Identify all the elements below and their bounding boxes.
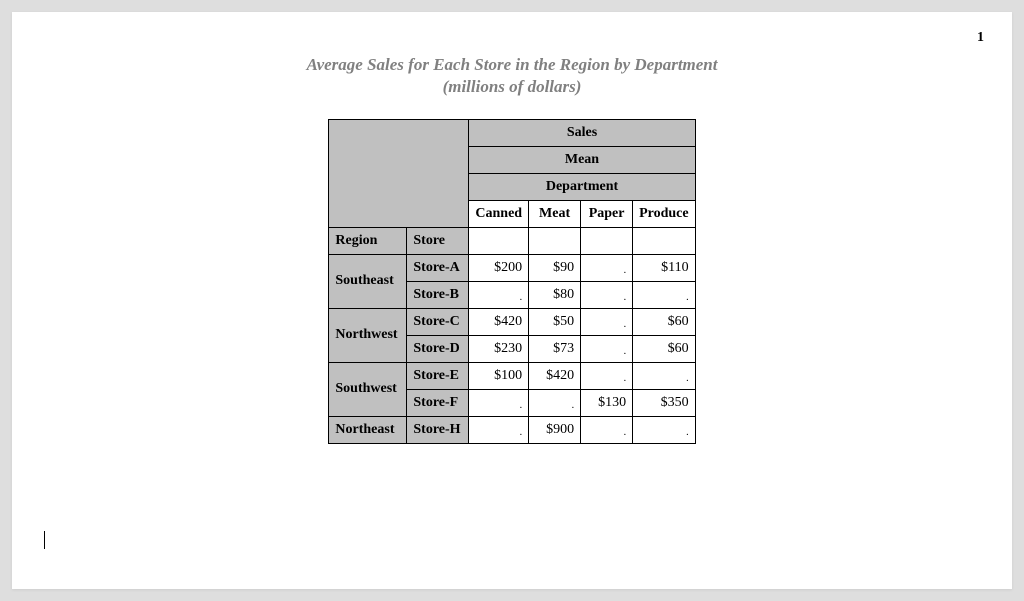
sales-table: SalesMeanDepartmentCannedMeatPaperProduc… [328, 119, 695, 444]
store-cell: Store-B [407, 281, 469, 308]
value-cell: . [529, 389, 581, 416]
value-cell: . [633, 362, 696, 389]
table-row: SouthwestStore-E$100$420.. [329, 362, 695, 389]
empty-cell [469, 227, 529, 254]
table-head: SalesMeanDepartmentCannedMeatPaperProduc… [329, 119, 695, 227]
value-cell: . [581, 308, 633, 335]
value-cell: $50 [529, 308, 581, 335]
value-cell: $230 [469, 335, 529, 362]
region-cell: Northwest [329, 308, 407, 362]
value-cell: $80 [529, 281, 581, 308]
store-cell: Store-D [407, 335, 469, 362]
value-cell: . [469, 281, 529, 308]
page-number: 1 [977, 30, 984, 46]
title-line2: (millions of dollars) [32, 77, 992, 97]
value-cell: $60 [633, 335, 696, 362]
table-row: NorthwestStore-C$420$50.$60 [329, 308, 695, 335]
spanner-sales: Sales [469, 119, 695, 146]
value-cell: . [581, 416, 633, 443]
spanner-department: Department [469, 173, 695, 200]
col-header-produce: Produce [633, 200, 696, 227]
empty-cell [529, 227, 581, 254]
title-line1: Average Sales for Each Store in the Regi… [32, 54, 992, 77]
row-label-region: Region [329, 227, 407, 254]
table-row: SoutheastStore-A$200$90.$110 [329, 254, 695, 281]
store-cell: Store-E [407, 362, 469, 389]
value-cell: $100 [469, 362, 529, 389]
text-cursor [44, 531, 45, 549]
value-cell: . [581, 281, 633, 308]
value-cell: $73 [529, 335, 581, 362]
value-cell: $350 [633, 389, 696, 416]
store-cell: Store-F [407, 389, 469, 416]
row-label-store: Store [407, 227, 469, 254]
col-header-paper: Paper [581, 200, 633, 227]
spanner-mean: Mean [469, 146, 695, 173]
store-cell: Store-H [407, 416, 469, 443]
store-cell: Store-C [407, 308, 469, 335]
value-cell: $110 [633, 254, 696, 281]
document-page: 1 Average Sales for Each Store in the Re… [12, 12, 1012, 589]
value-cell: $420 [469, 308, 529, 335]
value-cell: . [581, 362, 633, 389]
value-cell: $420 [529, 362, 581, 389]
title-block: Average Sales for Each Store in the Regi… [32, 54, 992, 97]
region-cell: Southwest [329, 362, 407, 416]
empty-cell [581, 227, 633, 254]
value-cell: . [581, 254, 633, 281]
col-header-canned: Canned [469, 200, 529, 227]
store-cell: Store-A [407, 254, 469, 281]
region-cell: Southeast [329, 254, 407, 308]
col-header-meat: Meat [529, 200, 581, 227]
value-cell: . [469, 389, 529, 416]
value-cell: $130 [581, 389, 633, 416]
value-cell: $60 [633, 308, 696, 335]
stub-cell [329, 119, 469, 227]
value-cell: $90 [529, 254, 581, 281]
region-cell: Northeast [329, 416, 407, 443]
value-cell: . [469, 416, 529, 443]
table-container: SalesMeanDepartmentCannedMeatPaperProduc… [32, 119, 992, 444]
empty-cell [633, 227, 696, 254]
value-cell: . [633, 281, 696, 308]
table-row: NortheastStore-H.$900.. [329, 416, 695, 443]
table-body: RegionStore SoutheastStore-A$200$90.$110… [329, 227, 695, 443]
value-cell: . [581, 335, 633, 362]
value-cell: . [633, 416, 696, 443]
value-cell: $200 [469, 254, 529, 281]
value-cell: $900 [529, 416, 581, 443]
